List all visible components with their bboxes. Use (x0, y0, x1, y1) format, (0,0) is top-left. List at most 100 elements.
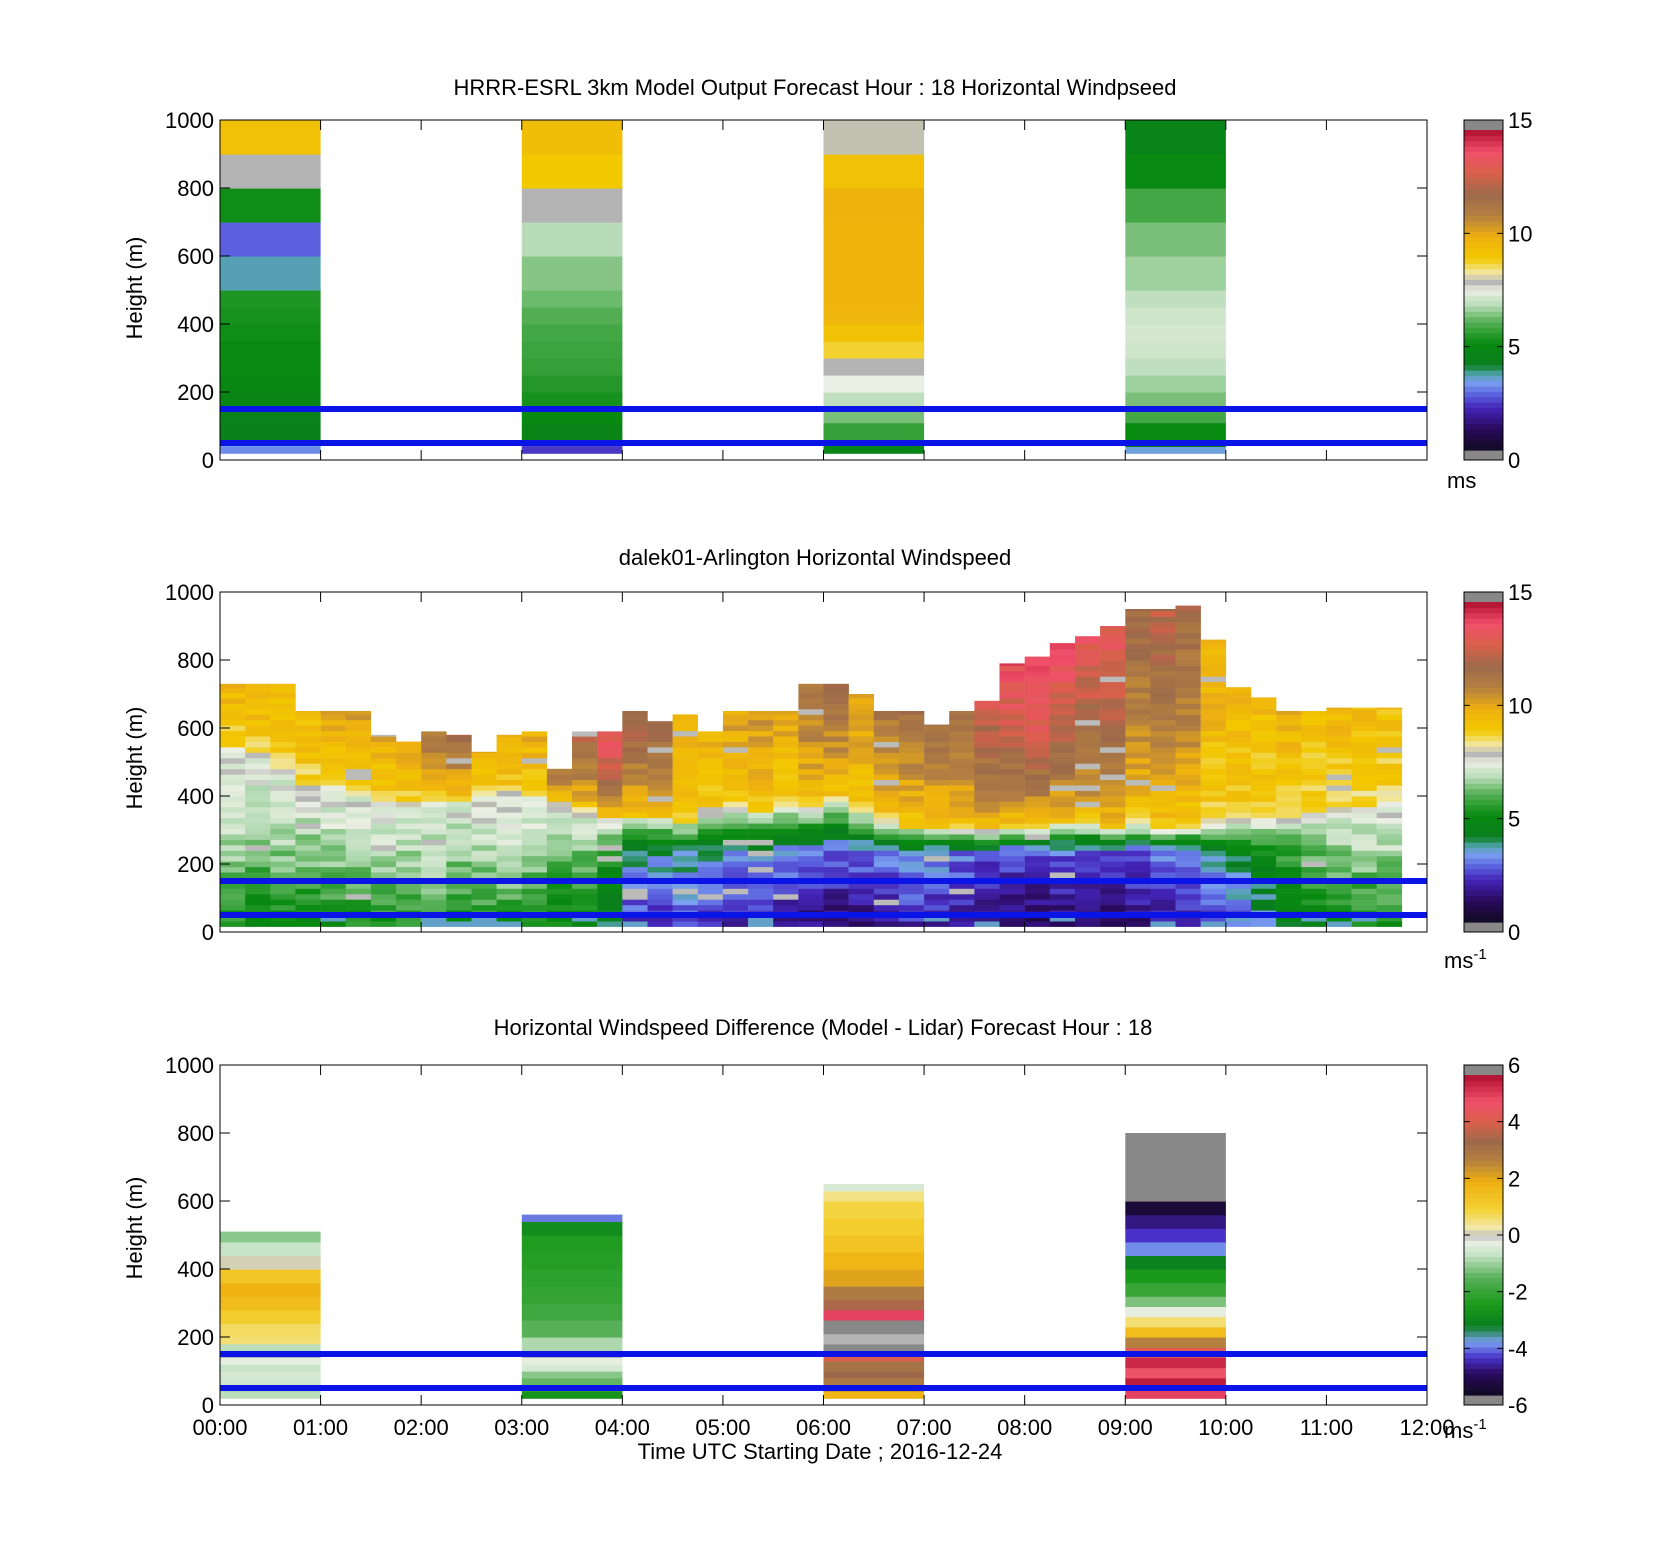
data-cell (1251, 709, 1277, 715)
data-cell (521, 774, 548, 780)
data-cell (873, 915, 900, 922)
data-cell (496, 768, 522, 775)
data-cell (722, 845, 749, 851)
data-cell (1276, 866, 1302, 873)
data-cell (924, 893, 950, 900)
data-cell (647, 736, 673, 742)
data-cell (697, 888, 724, 895)
data-cell (823, 866, 849, 873)
colorbar-segment (1464, 215, 1503, 222)
data-cell (597, 812, 623, 819)
data-cell (622, 872, 648, 878)
data-cell (1301, 866, 1327, 873)
data-cell (1376, 752, 1403, 759)
data-cell (370, 899, 397, 906)
data-cell (320, 730, 346, 737)
colorbar-segment (1464, 140, 1503, 147)
data-cell (898, 845, 925, 851)
data-cell (823, 1371, 925, 1379)
data-cell (1100, 790, 1126, 797)
data-cell (421, 747, 447, 753)
data-cell (773, 855, 799, 862)
data-cell (974, 812, 1000, 819)
data-cell (295, 736, 321, 742)
data-cell (521, 290, 623, 308)
data-cell (1125, 774, 1151, 780)
data-cell (924, 724, 950, 726)
model-windspeed-panel: HRRR-ESRL 3km Model Output Forecast Hour… (122, 75, 1532, 493)
data-cell (1301, 828, 1327, 835)
data-cell (220, 222, 321, 257)
data-cell (1326, 883, 1352, 889)
data-cell (396, 883, 422, 889)
colorbar-segment (1464, 300, 1503, 307)
data-cell (1150, 649, 1176, 655)
data-cell (220, 855, 246, 862)
data-cell (647, 817, 673, 824)
data-cell (1276, 741, 1302, 748)
data-cell (446, 872, 472, 878)
data-cell (1075, 899, 1101, 906)
data-cell (1225, 828, 1252, 835)
data-cell (1326, 785, 1352, 791)
data-cell (496, 763, 522, 770)
data-cell (1049, 872, 1076, 878)
colorbar-segment (1464, 194, 1503, 200)
data-cell (1150, 823, 1176, 829)
data-cell (1301, 806, 1327, 813)
data-cell (1326, 812, 1352, 819)
data-cell (1276, 752, 1302, 759)
data-cell (597, 839, 623, 846)
colorbar-segment (1464, 204, 1503, 211)
data-cell (220, 812, 246, 819)
colorbar-segment (1464, 1331, 1503, 1337)
data-cell (572, 899, 598, 906)
data-cell (1351, 861, 1377, 868)
data-cell (647, 796, 673, 802)
data-cell (1125, 1377, 1226, 1389)
data-cell (647, 915, 673, 922)
data-cell (1175, 725, 1201, 732)
data-cell (848, 757, 874, 764)
data-cell (370, 785, 397, 791)
data-cell (1125, 806, 1151, 813)
data-cell (898, 834, 925, 840)
data-cell (220, 1323, 321, 1338)
data-cell (773, 747, 799, 753)
data-cell (471, 893, 497, 900)
data-cell (345, 899, 372, 906)
data-cell (999, 698, 1025, 704)
colorbar-segment (1464, 1133, 1503, 1140)
data-cell (1150, 845, 1176, 851)
data-cell (823, 154, 925, 189)
data-cell (1175, 654, 1201, 661)
data-cell (873, 741, 900, 748)
data-cell (295, 828, 321, 835)
data-cell (1125, 611, 1151, 617)
data-cell (220, 921, 246, 927)
colorbar-segment (1464, 311, 1503, 318)
data-cell (798, 752, 824, 759)
data-cell (798, 719, 824, 726)
data-cell (873, 872, 900, 878)
data-cell (974, 915, 1000, 922)
data-cell (270, 850, 296, 857)
data-cell (898, 725, 925, 732)
data-cell (1150, 779, 1176, 786)
data-cell (421, 774, 447, 780)
data-cell (1175, 866, 1201, 873)
data-cell (823, 823, 849, 829)
y-tick-label: 1000 (165, 580, 214, 605)
data-cell (521, 222, 623, 257)
data-cell (546, 899, 573, 906)
data-cell (1301, 763, 1327, 770)
data-cell (1075, 774, 1101, 780)
data-cell (622, 823, 648, 829)
data-cell (1200, 883, 1227, 889)
data-cell (848, 714, 874, 721)
data-cell (672, 812, 698, 819)
data-cell (1049, 806, 1076, 813)
data-cell (1175, 621, 1201, 628)
data-cell (1351, 817, 1377, 824)
data-cell (597, 741, 623, 748)
